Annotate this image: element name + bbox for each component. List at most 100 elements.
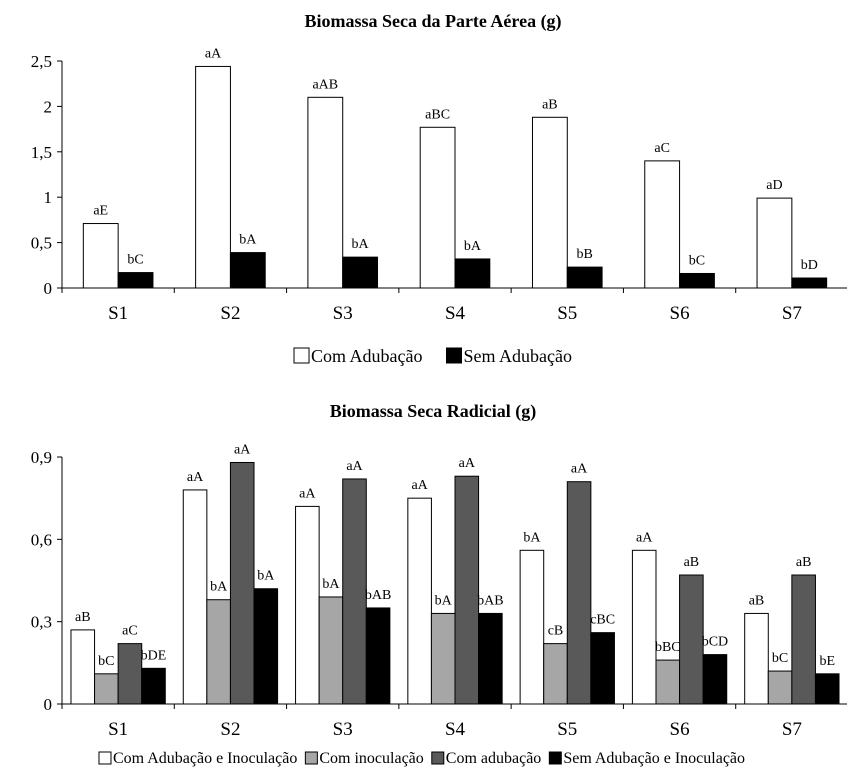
legend-swatch xyxy=(446,347,462,364)
y-tick-label: 1 xyxy=(44,188,53,207)
x-tick-label: S6 xyxy=(670,719,690,740)
bar xyxy=(756,197,793,289)
data-label: aBC xyxy=(425,107,450,122)
x-tick-label: S5 xyxy=(557,303,577,324)
data-label: aB xyxy=(542,97,558,112)
data-label: bA xyxy=(322,577,340,592)
bar xyxy=(253,588,279,705)
bar xyxy=(791,574,816,705)
x-tick-label: S5 xyxy=(557,719,577,740)
legend-item: Com Adubação xyxy=(293,346,423,366)
bar xyxy=(70,629,96,705)
bar xyxy=(702,654,728,705)
legend-swatch xyxy=(293,347,310,364)
legend-label: Com inoculação xyxy=(319,750,423,767)
legend-item: Com adubação xyxy=(431,750,542,767)
y-tick-label: 0,3 xyxy=(31,613,52,632)
data-label: aA xyxy=(636,530,653,545)
bar xyxy=(679,574,704,705)
bar xyxy=(419,126,456,289)
legend-label: Com Adubação xyxy=(311,346,422,366)
bar xyxy=(318,596,344,705)
bar xyxy=(566,266,603,289)
data-label: aB xyxy=(796,555,812,570)
data-label: aA xyxy=(411,478,428,493)
bar xyxy=(679,272,715,289)
x-tick-label: S6 xyxy=(670,303,690,324)
bar xyxy=(365,607,391,705)
bar xyxy=(229,252,266,289)
data-label: bAB xyxy=(365,588,391,603)
data-label: bD xyxy=(801,258,818,273)
legend-label: Sem Adubação e Inoculação xyxy=(563,750,745,767)
legend-item: Com Adubação e Inoculação xyxy=(98,750,297,767)
data-label: bA xyxy=(210,580,228,595)
data-label: bCD xyxy=(702,635,728,650)
data-label: bA xyxy=(352,237,370,252)
y-tick-label: 1,5 xyxy=(31,143,52,162)
bar xyxy=(342,478,367,705)
data-label: aA xyxy=(234,442,251,457)
bar xyxy=(454,258,491,289)
bar xyxy=(195,65,231,289)
x-tick-label: S7 xyxy=(782,303,802,324)
bar xyxy=(295,505,320,705)
x-tick-label: S4 xyxy=(445,303,466,324)
chart-title: Biomassa Seca da Parte Aérea (g) xyxy=(304,11,561,32)
legend-item: Sem Adubação e Inoculação xyxy=(548,750,745,767)
legend-item: Com inoculação xyxy=(304,750,424,767)
bar xyxy=(791,277,828,289)
bar xyxy=(117,643,143,705)
bar xyxy=(519,549,545,705)
legend-item: Sem Adubação xyxy=(446,346,572,366)
data-label: bA xyxy=(435,593,453,608)
x-tick-label: S4 xyxy=(445,719,466,740)
data-label: aA xyxy=(571,462,588,477)
x-tick-label: S2 xyxy=(220,719,240,740)
bar xyxy=(644,160,681,289)
data-label: bC xyxy=(98,654,114,669)
x-tick-label: S3 xyxy=(333,303,353,324)
y-tick-label: 0 xyxy=(44,695,53,714)
data-label: bA xyxy=(239,233,257,248)
x-tick-label: S7 xyxy=(782,719,802,740)
bar xyxy=(655,659,681,705)
data-label: aAB xyxy=(312,77,338,92)
legend-swatch xyxy=(548,751,562,765)
bar xyxy=(566,481,592,705)
data-label: bC xyxy=(772,651,788,666)
x-tick-label: S2 xyxy=(220,303,240,324)
data-label: cBC xyxy=(590,613,615,628)
legend-swatch xyxy=(98,751,112,765)
bar xyxy=(531,116,568,289)
data-label: bA xyxy=(464,239,482,254)
legend-label: Com adubação xyxy=(446,750,542,767)
data-label: aB xyxy=(749,593,765,608)
data-label: bB xyxy=(577,247,593,262)
chart-root-biomass: Biomassa Seca Radicial (g) 0 0,3 0,6 0,9 S1 S… xyxy=(31,401,847,767)
data-label: aB xyxy=(684,555,700,570)
chart-title: Biomassa Seca Radicial (g) xyxy=(330,401,537,422)
bar xyxy=(206,599,231,705)
bar xyxy=(543,643,568,705)
y-tick-label: 2 xyxy=(44,97,53,116)
data-label: bDE xyxy=(141,648,167,663)
y-tick-label: 0,9 xyxy=(31,448,52,467)
y-tick-label: 0,5 xyxy=(31,234,52,253)
y-tick-label: 0 xyxy=(44,279,53,298)
data-label: aC xyxy=(654,141,670,156)
data-label: aA xyxy=(205,46,222,61)
data-label: aA xyxy=(299,486,316,501)
data-label: bA xyxy=(523,530,541,545)
x-tick-label: S1 xyxy=(108,303,128,324)
bar xyxy=(430,612,456,705)
bar xyxy=(631,549,657,705)
data-label: cB xyxy=(548,624,564,639)
bar xyxy=(454,475,480,705)
bar xyxy=(141,667,166,705)
data-label: bC xyxy=(689,253,705,268)
bar xyxy=(590,632,615,705)
legend-label: Com Adubação e Inoculação xyxy=(113,750,297,767)
data-label: aE xyxy=(93,204,108,219)
bar xyxy=(307,96,344,289)
